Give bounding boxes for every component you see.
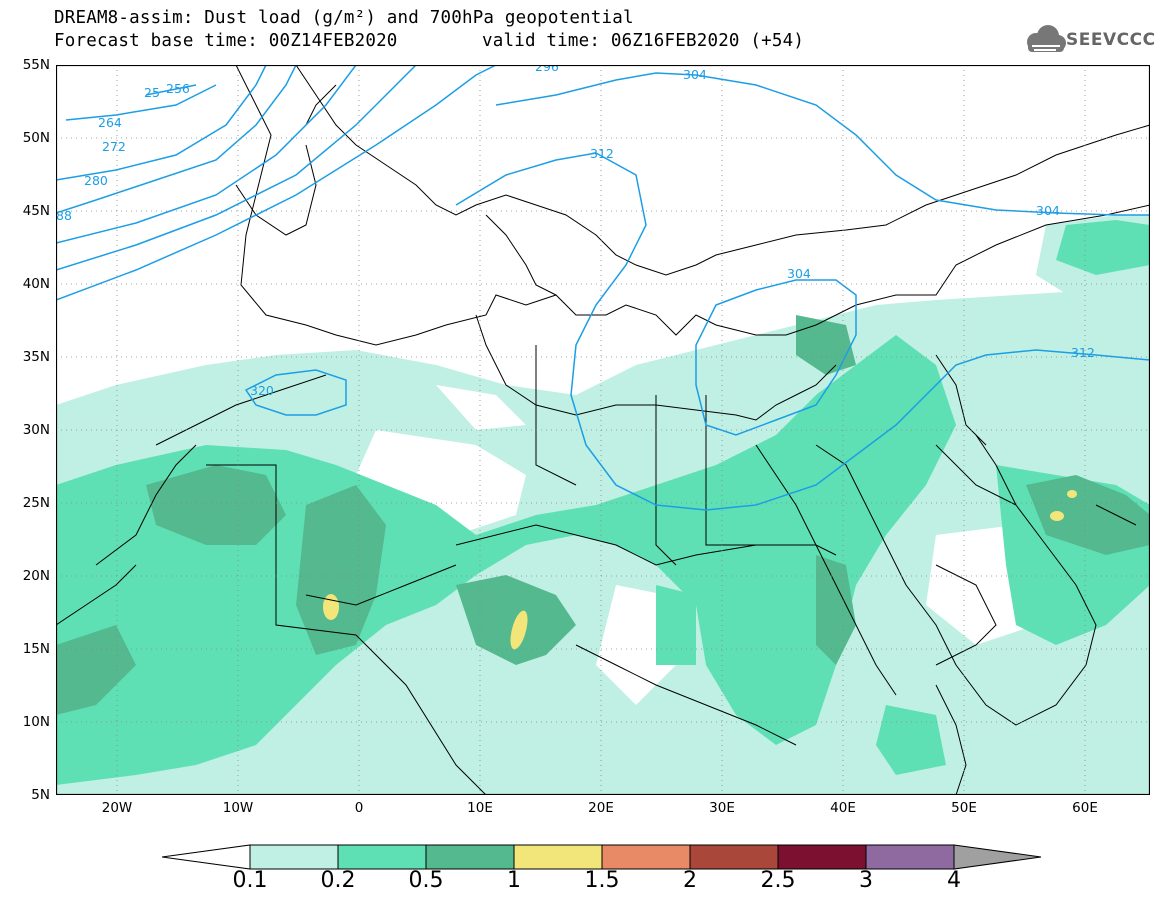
lat-label: 15N: [22, 641, 50, 657]
valid-time: valid time: 06Z16FEB2020 (+54): [482, 31, 805, 51]
contour-label: 320: [250, 383, 274, 398]
colorbar-label: 1.5: [584, 868, 620, 893]
contour-label: 280: [84, 173, 108, 188]
colorbar-label: 0.1: [232, 868, 268, 893]
lat-label: 25N: [22, 495, 50, 511]
contour-label: 304: [683, 67, 707, 82]
lon-label: 30E: [709, 800, 735, 816]
colorbar-max-arrow: [953, 844, 1042, 870]
colorbar-segment: [601, 844, 691, 870]
lon-label: 10W: [222, 800, 254, 816]
lat-label: 35N: [22, 349, 50, 365]
colorbar-label: 0.5: [408, 868, 444, 893]
contour-label: 25: [144, 85, 160, 100]
contour-labels: 25 256 264 272 280 88 296 304 312 304 30…: [56, 65, 1095, 398]
colorbar-segment: [249, 844, 339, 870]
contour-label: 304: [1036, 203, 1060, 218]
lat-axis: 55N 50N 45N 40N 35N 30N 25N 20N 15N 10N …: [0, 0, 56, 907]
colorbar-segment: [513, 844, 603, 870]
contour-label: 304: [787, 266, 811, 281]
colorbar-label: 1: [507, 868, 521, 893]
colorbar-label: 0.2: [320, 868, 356, 893]
colorbar-min-arrow: [162, 844, 251, 870]
contour-label: 88: [56, 208, 72, 223]
colorbar-label: 2: [683, 868, 697, 893]
dust-fields: [56, 215, 1150, 795]
lat-label: 5N: [31, 787, 50, 803]
contour-label: 256: [166, 81, 190, 96]
colorbar-label: 3: [859, 868, 873, 893]
logo-text: SEEVCCC: [1066, 30, 1156, 50]
dust-map: 25 256 264 272 280 88 296 304 312 304 30…: [56, 65, 1150, 795]
forecast-base-time: Forecast base time: 00Z14FEB2020: [54, 31, 398, 51]
colorbar-label: 4: [947, 868, 961, 893]
lon-label: 0: [354, 800, 364, 816]
colorbar: [162, 844, 1042, 870]
lat-label: 10N: [22, 714, 50, 730]
lon-label: 20E: [588, 800, 614, 816]
lon-label: 20W: [101, 800, 133, 816]
geopotential-contours: [56, 65, 1150, 511]
graticule: [56, 65, 1150, 795]
colorbar-segment: [337, 844, 427, 870]
colorbar-label: 2.5: [760, 868, 796, 893]
coastlines: [56, 65, 1150, 795]
contour-label: 296: [535, 65, 559, 74]
lat-label: 45N: [22, 203, 50, 219]
lon-label: 40E: [830, 800, 856, 816]
lat-label: 50N: [22, 130, 50, 146]
contour-label: 312: [590, 146, 614, 161]
lat-label: 30N: [22, 422, 50, 438]
colorbar-segment: [865, 844, 955, 870]
contour-label: 272: [102, 139, 126, 154]
lat-label: 40N: [22, 276, 50, 292]
lon-label: 60E: [1072, 800, 1098, 816]
contour-label: 312: [1071, 345, 1095, 360]
map-frame: [56, 65, 1150, 795]
map-title: DREAM8-assim: Dust load (g/m²) and 700hP…: [54, 8, 634, 28]
lon-axis: 20W 10W 0 10E 20E 30E 40E 50E 60E: [0, 800, 1165, 822]
lon-label: 50E: [951, 800, 977, 816]
colorbar-segment: [689, 844, 779, 870]
cloud-icon: [1027, 25, 1066, 52]
lat-label: 20N: [22, 568, 50, 584]
colorbar-segment: [777, 844, 867, 870]
lon-label: 10E: [467, 800, 493, 816]
colorbar-segment: [425, 844, 515, 870]
contour-label: 264: [98, 115, 122, 130]
lat-label: 55N: [22, 57, 50, 73]
